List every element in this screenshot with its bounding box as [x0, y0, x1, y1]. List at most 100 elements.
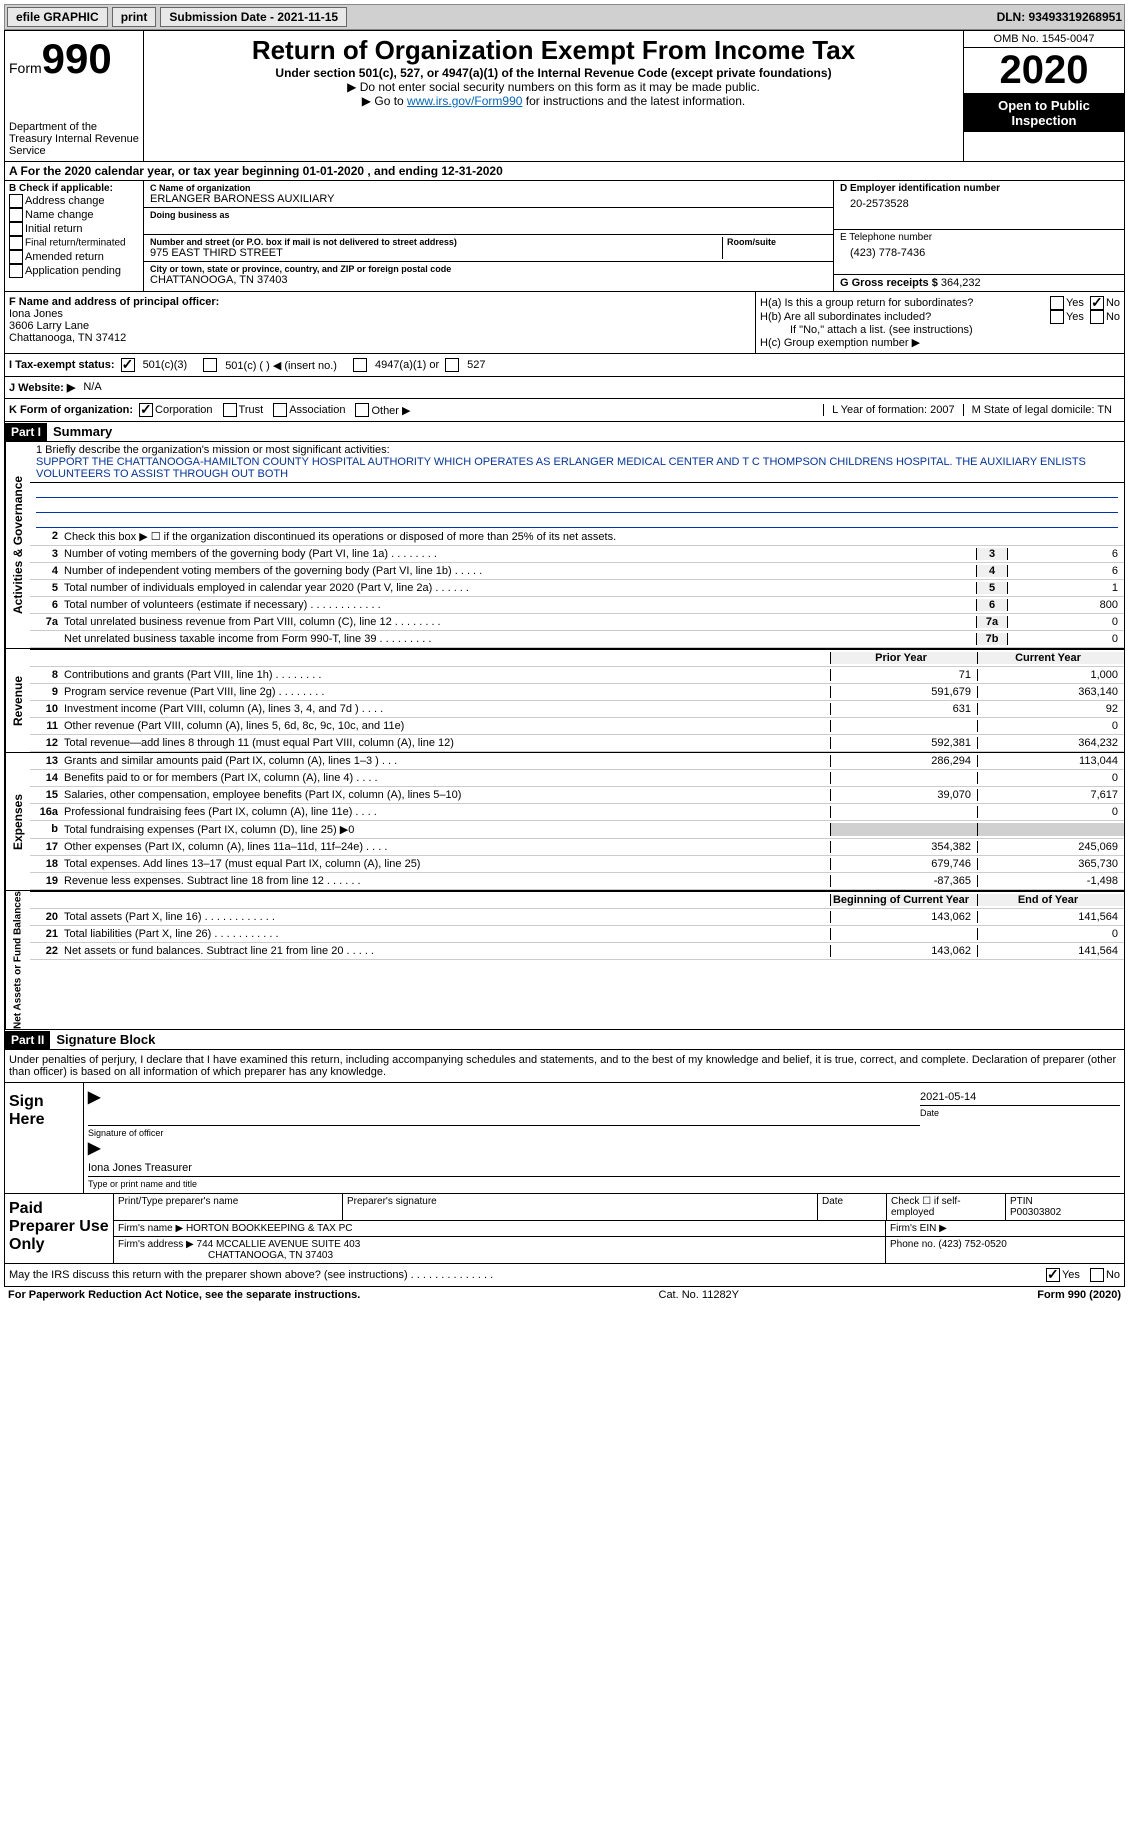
- k-row: K Form of organization: Corporation Trus…: [4, 399, 1125, 422]
- firm-phone-label: Phone no.: [890, 1239, 936, 1250]
- ptin-label: PTIN: [1010, 1196, 1120, 1207]
- part1-num: Part I: [5, 423, 47, 441]
- firm-ein-label: Firm's EIN ▶: [886, 1221, 1124, 1236]
- table-row: 15Salaries, other compensation, employee…: [30, 787, 1124, 804]
- table-row: 17Other expenses (Part IX, column (A), l…: [30, 839, 1124, 856]
- ha-no: No: [1106, 297, 1120, 309]
- i-501c-chk[interactable]: [203, 358, 217, 372]
- b-opt-5[interactable]: Application pending: [9, 264, 139, 278]
- hb-label: H(b) Are all subordinates included?: [760, 311, 1050, 323]
- m-state: M State of legal domicile: TN: [963, 404, 1120, 416]
- l1-text: SUPPORT THE CHATTANOOGA-HAMILTON COUNTY …: [36, 456, 1086, 480]
- prep-sig-label: Preparer's signature: [343, 1194, 818, 1220]
- hdr-prior-year: Prior Year: [830, 652, 977, 664]
- sig-date-line: 2021-05-14: [920, 1091, 1120, 1106]
- b-opt-0[interactable]: Address change: [9, 194, 139, 208]
- b-opt-4[interactable]: Amended return: [9, 250, 139, 264]
- efile-button[interactable]: efile GRAPHIC: [7, 7, 108, 27]
- table-row: 21Total liabilities (Part X, line 26) . …: [30, 926, 1124, 943]
- omb-number: OMB No. 1545-0047: [964, 31, 1124, 48]
- b-opt-0-label: Address change: [25, 195, 105, 207]
- j-label: J Website: ▶: [9, 381, 75, 394]
- i-527-chk[interactable]: [445, 358, 459, 372]
- city-label: City or town, state or province, country…: [150, 264, 827, 274]
- ein: 20-2573528: [840, 194, 1118, 210]
- table-row: 9Program service revenue (Part VIII, lin…: [30, 684, 1124, 701]
- hb-yes-chk[interactable]: [1050, 310, 1064, 324]
- sig-officer-caption: Signature of officer: [88, 1128, 920, 1138]
- k-label: K Form of organization:: [9, 404, 133, 416]
- discuss-label: May the IRS discuss this return with the…: [9, 1269, 1046, 1281]
- instruction-1: ▶ Do not enter social security numbers o…: [148, 80, 959, 94]
- form-header: Form990 Department of the Treasury Inter…: [4, 30, 1125, 162]
- i-4947: 4947(a)(1) or: [375, 359, 439, 371]
- c-name-label: C Name of organization: [150, 183, 827, 193]
- governance-block: Activities & Governance 1 Briefly descri…: [4, 442, 1125, 649]
- ha-no-chk[interactable]: [1090, 296, 1104, 310]
- org-name: ERLANGER BARONESS AUXILIARY: [150, 193, 827, 205]
- table-row: 14Benefits paid to or for members (Part …: [30, 770, 1124, 787]
- netassets-block: Net Assets or Fund Balances Beginning of…: [4, 891, 1125, 1030]
- table-row: Net unrelated business taxable income fr…: [30, 631, 1124, 648]
- table-row: 18Total expenses. Add lines 13–17 (must …: [30, 856, 1124, 873]
- line-a: A For the 2020 calendar year, or tax yea…: [4, 162, 1125, 181]
- i-501c3-chk[interactable]: [121, 358, 135, 372]
- discuss-yes-chk[interactable]: [1046, 1268, 1060, 1282]
- k-assoc-chk[interactable]: [273, 403, 287, 417]
- ha-yes-chk[interactable]: [1050, 296, 1064, 310]
- table-row: bTotal fundraising expenses (Part IX, co…: [30, 821, 1124, 839]
- phone: (423) 778-7436: [840, 243, 1118, 259]
- tax-exempt-row: I Tax-exempt status: 501(c)(3) 501(c) ( …: [4, 354, 1125, 377]
- b-opt-3[interactable]: Final return/terminated: [9, 236, 139, 250]
- officer-name-line: Iona Jones Treasurer: [88, 1162, 1120, 1177]
- part1-bar: Part I Summary: [4, 422, 1125, 442]
- discuss-no-chk[interactable]: [1090, 1268, 1104, 1282]
- officer-signature-line[interactable]: [88, 1111, 920, 1126]
- g-label: G Gross receipts $: [840, 277, 938, 289]
- hdr-current-year: Current Year: [977, 652, 1124, 664]
- b-opt-5-label: Application pending: [25, 265, 121, 277]
- sig-name-val: Iona Jones Treasurer: [88, 1162, 192, 1176]
- print-button[interactable]: print: [112, 7, 157, 27]
- d-label: D Employer identification number: [840, 183, 1118, 194]
- k-trust: Trust: [239, 404, 264, 416]
- hb-no-chk[interactable]: [1090, 310, 1104, 324]
- instruction-2: ▶ Go to www.irs.gov/Form990 for instruct…: [148, 94, 959, 108]
- k-trust-chk[interactable]: [223, 403, 237, 417]
- street-address: 975 EAST THIRD STREET: [150, 247, 722, 259]
- b-opt-1[interactable]: Name change: [9, 208, 139, 222]
- rule: [36, 513, 1118, 528]
- page-title: Return of Organization Exempt From Incom…: [148, 35, 959, 66]
- part2-num: Part II: [5, 1031, 50, 1049]
- table-row: 4Number of independent voting members of…: [30, 563, 1124, 580]
- form-word: Form: [9, 60, 42, 76]
- firm-name-label: Firm's name ▶: [118, 1223, 183, 1234]
- table-row: 8Contributions and grants (Part VIII, li…: [30, 667, 1124, 684]
- irs-link[interactable]: www.irs.gov/Form990: [407, 94, 522, 108]
- i-label: I Tax-exempt status:: [9, 359, 115, 371]
- b-opt-2[interactable]: Initial return: [9, 222, 139, 236]
- part2-bar: Part II Signature Block: [4, 1030, 1125, 1050]
- arrow-icon: ▶: [88, 1089, 100, 1106]
- b-opt-4-label: Amended return: [25, 251, 104, 263]
- table-row: 20Total assets (Part X, line 16) . . . .…: [30, 909, 1124, 926]
- prep-name-label: Print/Type preparer's name: [114, 1194, 343, 1220]
- submission-date: Submission Date - 2021-11-15: [160, 7, 347, 27]
- hdr-eoy: End of Year: [977, 894, 1124, 906]
- k-corp-chk[interactable]: [139, 403, 153, 417]
- k-other-chk[interactable]: [355, 403, 369, 417]
- part2-title: Signature Block: [50, 1030, 161, 1049]
- arrow-icon: ▶: [88, 1140, 100, 1157]
- hb-no: No: [1106, 311, 1120, 323]
- i-4947-chk[interactable]: [353, 358, 367, 372]
- b-opt-2-label: Initial return: [25, 223, 82, 235]
- firm-city: CHATTANOOGA, TN 37403: [118, 1250, 333, 1261]
- l1-prompt: 1 Briefly describe the organization's mi…: [36, 444, 390, 456]
- discuss-yes: Yes: [1062, 1269, 1080, 1281]
- table-row: 5Total number of individuals employed in…: [30, 580, 1124, 597]
- city-state-zip: CHATTANOOGA, TN 37403: [150, 274, 827, 286]
- hb-yes: Yes: [1066, 311, 1084, 323]
- table-row: 19Revenue less expenses. Subtract line 1…: [30, 873, 1124, 890]
- part1-title: Summary: [47, 422, 118, 441]
- department: Department of the Treasury Internal Reve…: [9, 121, 139, 157]
